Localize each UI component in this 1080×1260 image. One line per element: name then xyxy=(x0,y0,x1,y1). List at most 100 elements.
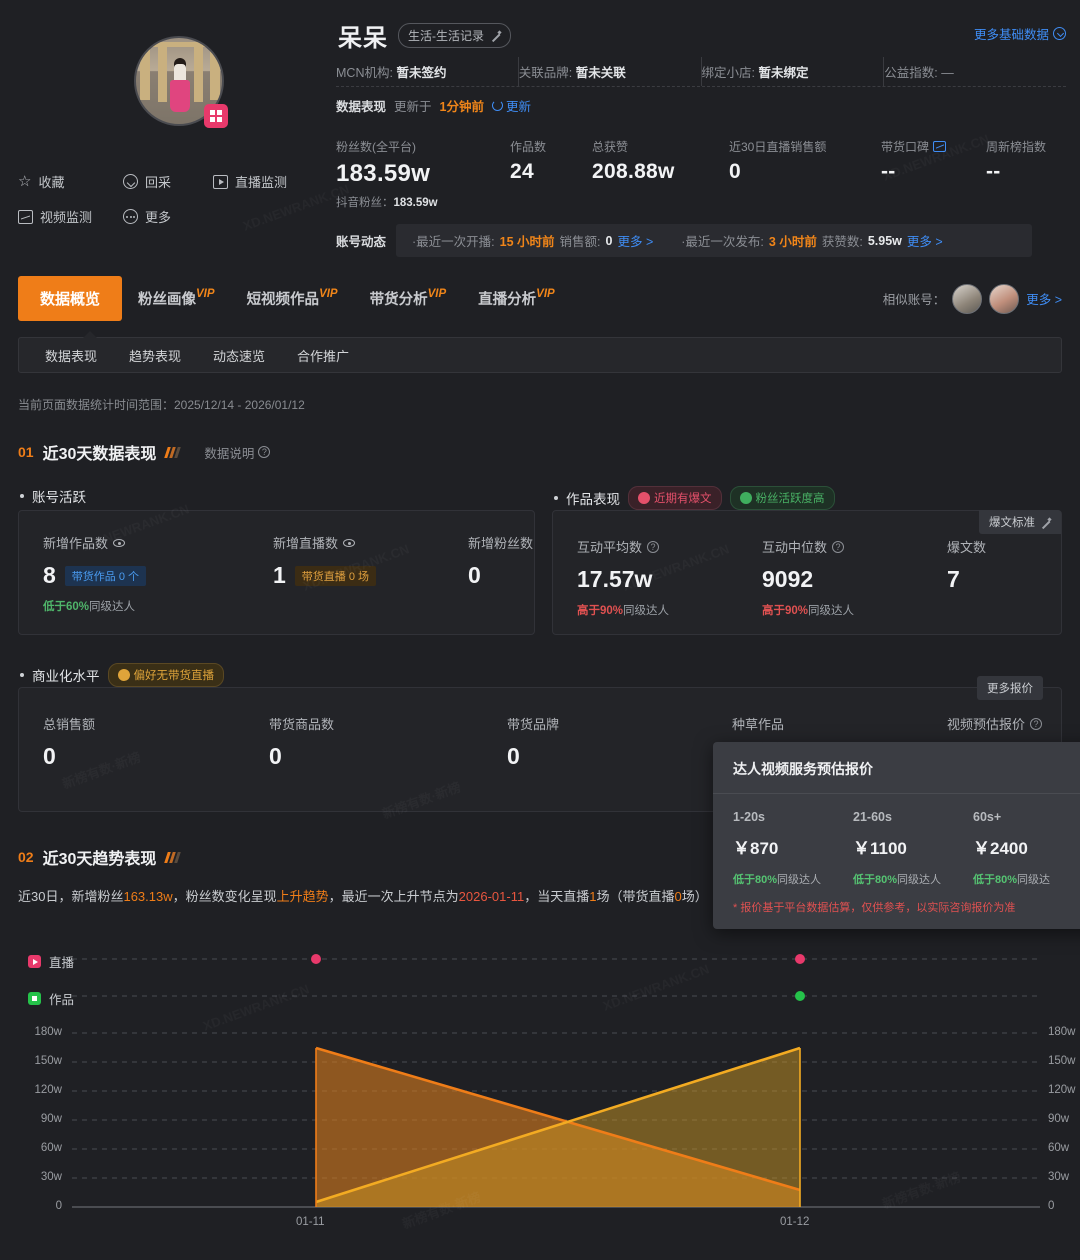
slash-decor-icon xyxy=(164,446,182,458)
section-2-header: 02 近30天趋势表现 xyxy=(18,845,182,869)
metric-median-interaction-label: 互动中位数 xyxy=(762,540,828,555)
dynamics-live-more[interactable]: 更多 > xyxy=(617,235,654,249)
subtab-dynamics-overview[interactable]: 动态速览 xyxy=(213,348,266,364)
trend-sales-live-count: 0 xyxy=(674,889,682,904)
divider xyxy=(336,86,1066,87)
meta-charity: 公益指数: — xyxy=(884,57,1066,86)
action-recollect[interactable]: 回采 xyxy=(123,172,213,191)
trend-p6: 场） xyxy=(681,889,708,904)
metric-new-lives-tag: 带货直播 0 场 xyxy=(294,565,377,586)
section-1-number: 01 xyxy=(18,444,34,460)
similar-accounts-more[interactable]: 更多 > xyxy=(1026,293,1062,307)
metric-seeding-works-label: 种草作品 xyxy=(732,717,785,732)
dynamics-post-more[interactable]: 更多 > xyxy=(906,235,943,249)
works-perf-label: 作品表现 xyxy=(566,492,620,507)
account-dynamics-label: 账号动态 xyxy=(336,235,387,249)
tab-short-video-label: 短视频作品 xyxy=(246,292,320,308)
metric-hit-count-label: 爆文数 xyxy=(947,540,987,555)
fire-icon xyxy=(638,492,650,504)
refresh-button[interactable]: 更新 xyxy=(491,96,531,115)
data-explanation-link[interactable]: 数据说明 ? xyxy=(204,443,271,462)
chart-legend-works[interactable]: 作品 xyxy=(28,989,74,1008)
metric-new-works-value: 8 xyxy=(43,562,56,588)
quote-tooltip-footnote: * 报价基于平台数据估算，仅供参考，以实际咨询报价为准 xyxy=(733,902,1016,914)
subtab-trend-performance[interactable]: 趋势表现 xyxy=(129,348,182,364)
quote-col-21-60s-compare-suffix: 同级达人 xyxy=(897,874,942,886)
tab-live-analysis[interactable]: 直播分析VIP xyxy=(462,276,571,321)
coin-icon xyxy=(117,669,130,681)
dynamics-live-sales-value: 0 xyxy=(605,233,613,248)
section-1-title: 近30天数据表现 xyxy=(42,446,157,463)
stat-likes: 总获赞 208.88w xyxy=(592,138,729,210)
similar-account-avatar-2[interactable] xyxy=(989,283,1020,314)
meta-charity-value: — xyxy=(941,66,954,80)
meta-brand: 关联品牌: 暂未关联 xyxy=(519,57,702,86)
metric-new-works-label-wrap: 新增作品数 xyxy=(43,533,273,552)
metric-avg-interaction-label-wrap: 互动平均数 ? xyxy=(577,537,762,556)
category-pill[interactable]: 生活-生活记录 xyxy=(398,23,511,48)
dynamics-live-sales-label: 销售额: xyxy=(559,235,601,249)
stat-reputation-value: -- xyxy=(881,160,896,183)
account-active-card: 新增作品数 8 带货作品 0 个 低于60%同级达人 新增直播数 1 xyxy=(18,510,535,635)
trend-p1: 近30日，新增粉丝 xyxy=(18,889,124,904)
trend-p3: ，最近一次上升节点为 xyxy=(328,889,459,904)
more-basic-data-link[interactable]: 更多基础数据 xyxy=(974,24,1066,43)
similar-accounts: 相似账号： 更多 > xyxy=(883,283,1062,314)
chart-legend-live[interactable]: 直播 xyxy=(28,952,74,971)
date-range-text: 当前页面数据统计时间范围：2025/12/14 - 2026/01/12 xyxy=(18,398,305,412)
subtab-cooperation[interactable]: 合作推广 xyxy=(297,348,350,364)
stat-followers-sub-value: 183.59w xyxy=(393,197,438,209)
hit-standard-button[interactable]: 爆文标准 xyxy=(979,510,1061,534)
metric-avg-interaction-label: 互动平均数 xyxy=(577,540,643,555)
question-icon[interactable]: ? xyxy=(1030,717,1043,730)
updated-prefix: 更新于 xyxy=(394,100,432,114)
tab-ecommerce-analysis[interactable]: 带货分析VIP xyxy=(354,276,463,321)
stat-likes-value: 208.88w xyxy=(592,160,675,183)
chevron-down-icon xyxy=(1053,27,1066,40)
edit-pencil-icon[interactable] xyxy=(490,30,501,41)
action-more[interactable]: 更多 xyxy=(123,207,171,226)
action-live-monitor[interactable]: 直播监测 xyxy=(213,172,287,191)
tab-short-video[interactable]: 短视频作品VIP xyxy=(231,276,354,321)
meta-shop: 绑定小店: 暂未绑定 xyxy=(702,57,885,86)
trend-p5: 场（带货直播 xyxy=(596,889,675,904)
action-favorite[interactable]: ☆ 收藏 xyxy=(18,172,123,191)
metric-median-interaction-compare: 高于90%同级达人 xyxy=(762,602,947,618)
eye-icon[interactable] xyxy=(113,538,126,547)
avatar[interactable] xyxy=(134,36,228,128)
metric-new-works-compare-prefix: 低于60% xyxy=(43,601,90,613)
subtab-data-performance[interactable]: 数据表现 xyxy=(45,348,98,364)
stat-reputation: 带货口碑 -- xyxy=(881,138,986,210)
trend-p2: ，粉丝数变化呈现 xyxy=(172,889,277,904)
metric-hit-count: 爆文数 7 xyxy=(947,537,986,618)
question-icon[interactable]: ? xyxy=(647,540,660,553)
account-dynamics: 账号动态 ·最近一次开播: 15 小时前 销售额: 0 更多 > ·最近一次发布… xyxy=(336,224,1033,257)
metric-video-quote: 视频预估报价 ? xyxy=(947,714,1043,770)
question-icon[interactable]: ? xyxy=(832,540,845,553)
action-video-monitor[interactable]: 视频监测 xyxy=(18,207,123,226)
tab-fan-portrait-label: 粉丝画像 xyxy=(138,292,197,308)
similar-account-avatar-1[interactable] xyxy=(952,283,983,314)
metric-new-fans: 新增粉丝数 0 xyxy=(468,533,533,614)
quote-col-1-20s-price: ￥870 xyxy=(733,839,779,858)
y-tick-left-180: 180w xyxy=(34,1026,63,1038)
trend-date: 2026-01-11 xyxy=(458,889,525,904)
metric-product-count: 带货商品数 0 xyxy=(269,714,507,770)
eye-icon[interactable] xyxy=(343,538,356,547)
vip-badge: VIP xyxy=(536,288,555,300)
live-play-icon xyxy=(28,955,41,968)
chart-icon[interactable] xyxy=(933,141,947,152)
y-tick-left-0: 0 xyxy=(55,1200,62,1212)
metric-new-fans-value: 0 xyxy=(468,562,481,588)
metric-avg-interaction-compare: 高于90%同级达人 xyxy=(577,602,762,618)
metric-new-works: 新增作品数 8 带货作品 0 个 低于60%同级达人 xyxy=(43,533,273,614)
chart-svg xyxy=(72,954,1040,1208)
tab-fan-portrait[interactable]: 粉丝画像VIP xyxy=(122,276,231,321)
data-explanation-label: 数据说明 xyxy=(204,446,255,461)
quote-col-1-20s-compare: 低于80%同级达人 xyxy=(733,871,853,887)
more-quotes-button[interactable]: 更多报价 xyxy=(977,676,1043,700)
tab-data-overview[interactable]: 数据概览 xyxy=(18,276,123,321)
work-square-icon xyxy=(28,992,41,1005)
badge-prefers-nonsales-live-label: 偏好无带货直播 xyxy=(133,670,215,682)
qr-code-icon[interactable] xyxy=(204,104,228,128)
